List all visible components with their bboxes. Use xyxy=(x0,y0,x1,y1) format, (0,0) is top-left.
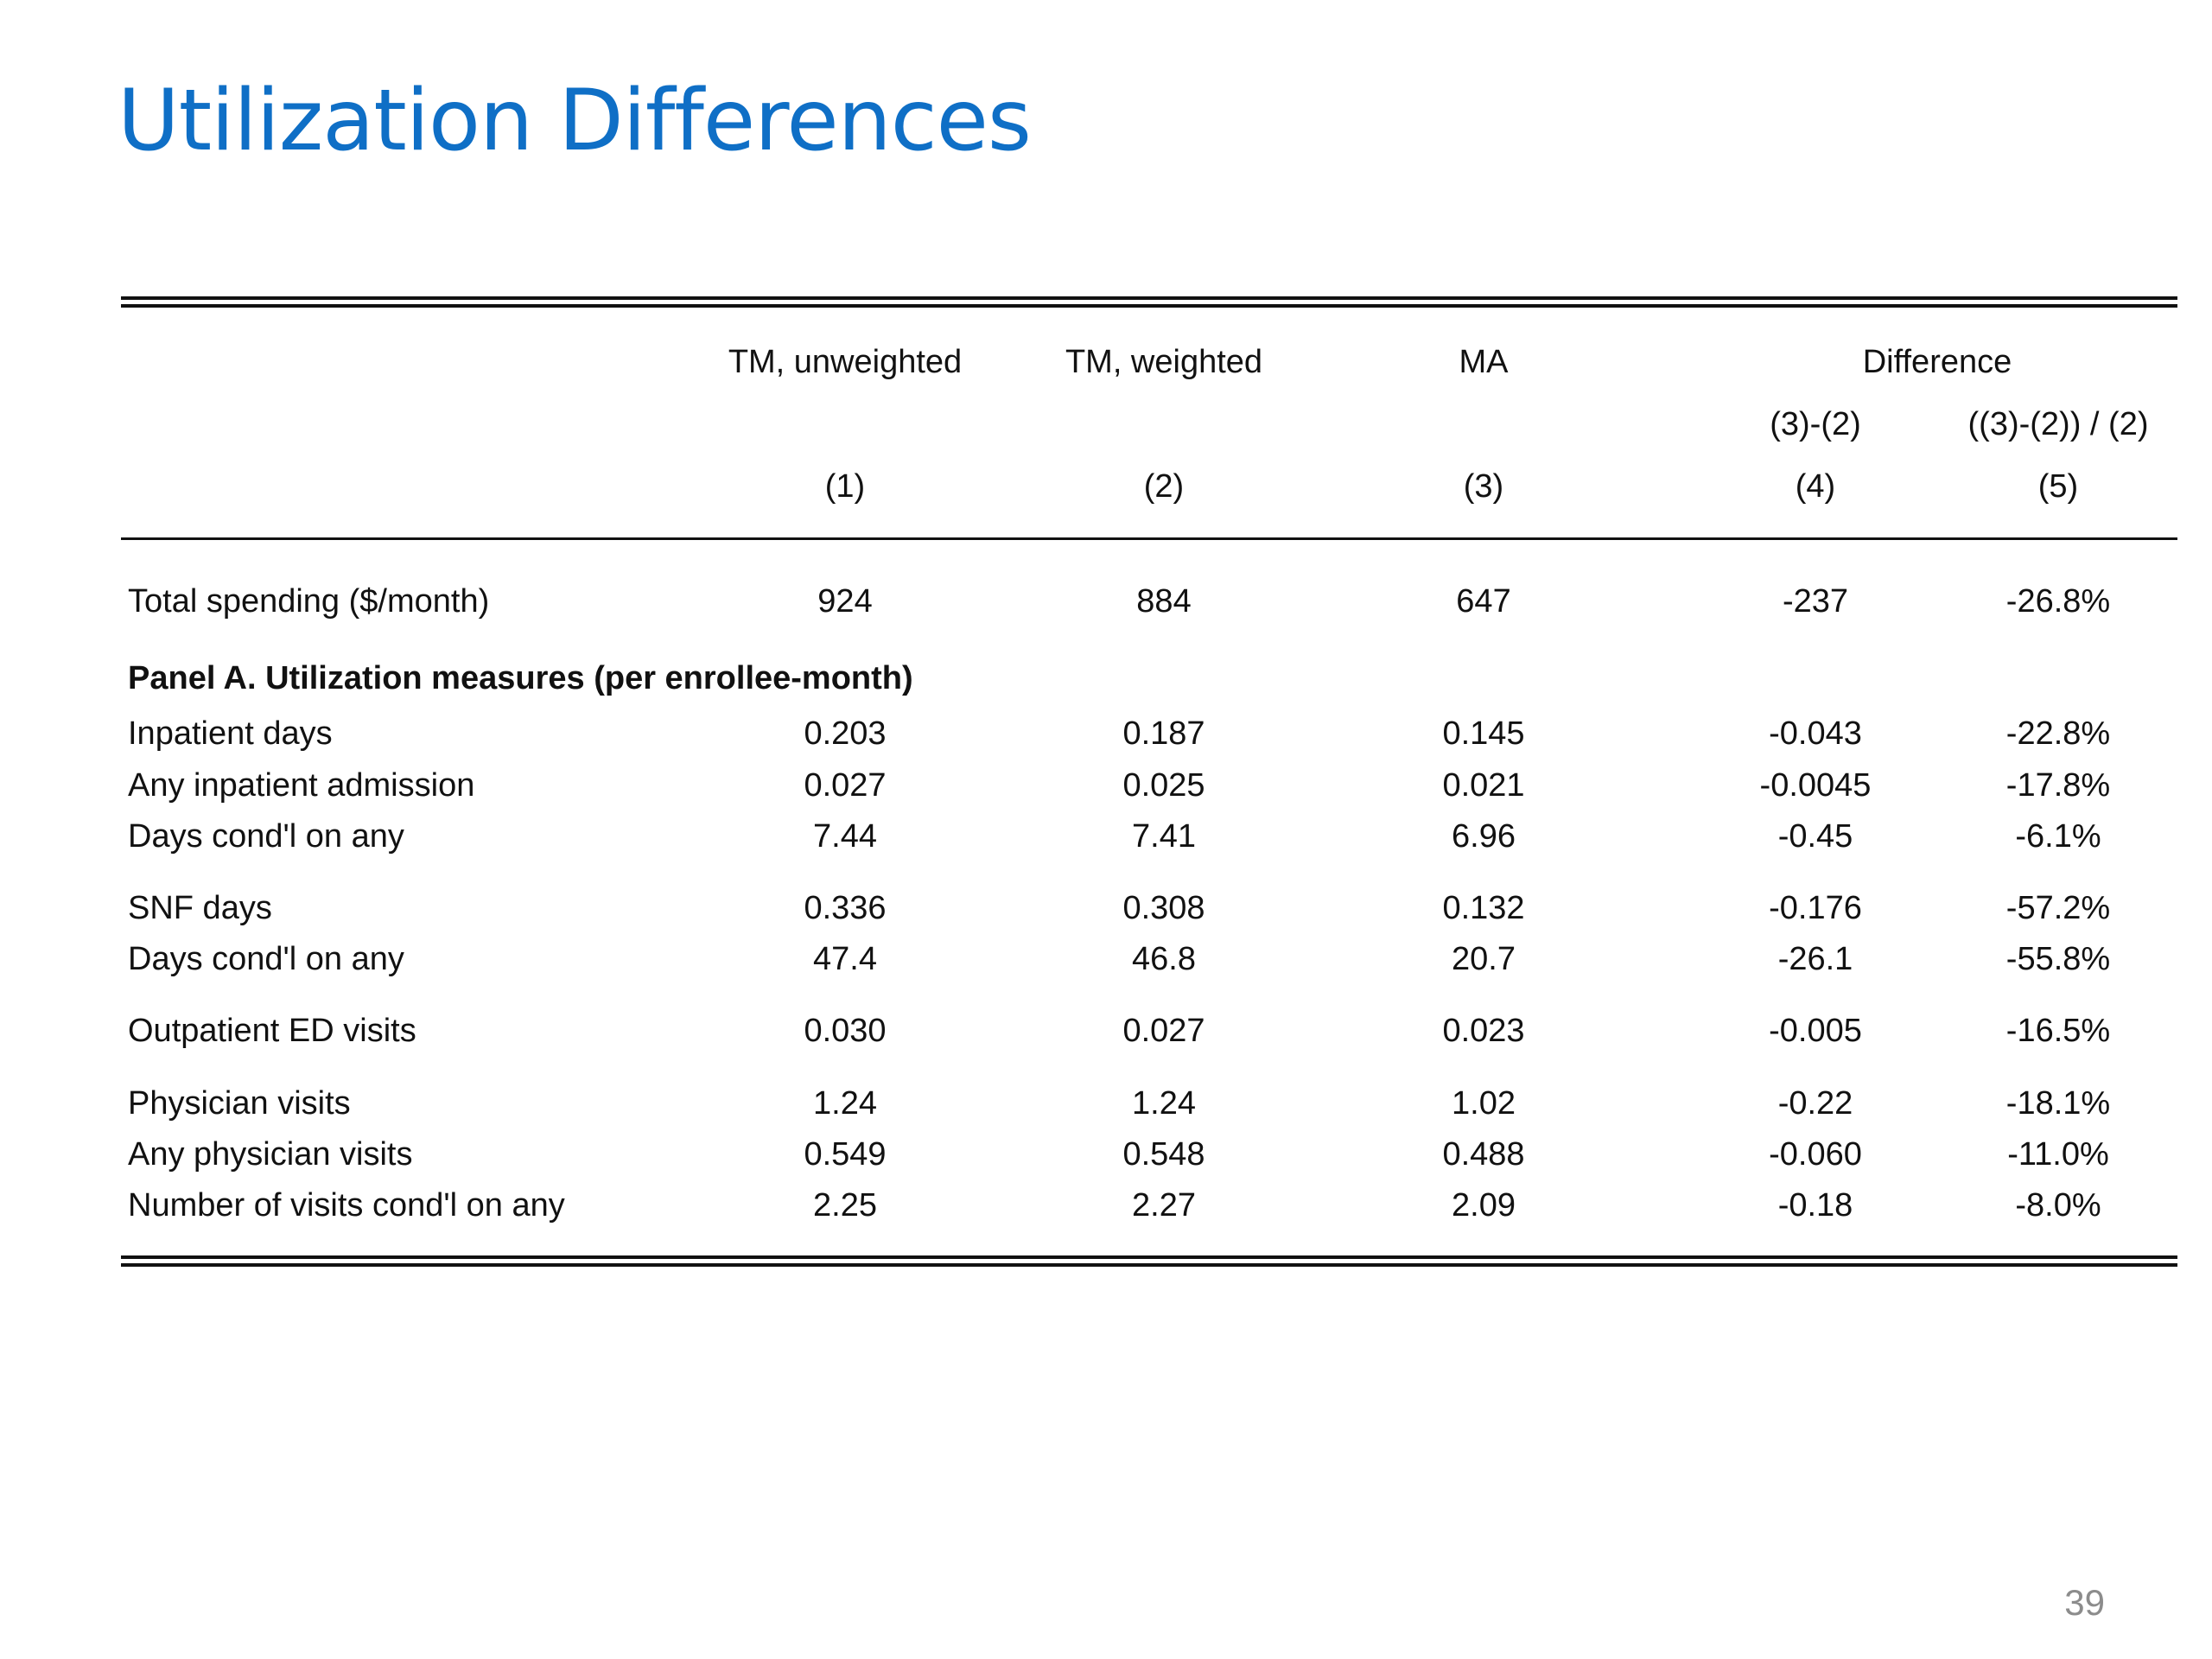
column-number-2: (2) xyxy=(1143,468,1185,505)
column-number-5: (5) xyxy=(2037,468,2079,505)
cell-col3: 0.145 xyxy=(1442,715,1525,752)
cell-col1: 0.203 xyxy=(804,715,887,752)
cell-col2: 0.187 xyxy=(1122,715,1205,752)
page-number: 39 xyxy=(2064,1582,2105,1623)
cell-col3: 20.7 xyxy=(1452,941,1516,977)
cell-col3: 647 xyxy=(1456,583,1511,620)
row-label: Number of visits cond'l on any xyxy=(128,1187,565,1224)
cell-col3: 2.09 xyxy=(1452,1187,1516,1224)
cell-col4: -0.005 xyxy=(1769,1013,1862,1049)
cell-col4: -0.0045 xyxy=(1759,767,1872,804)
cell-col2: 0.548 xyxy=(1122,1136,1205,1173)
row-label: Outpatient ED visits xyxy=(128,1013,416,1049)
slide-title: Utilization Differences xyxy=(118,72,1032,170)
cell-col5: -57.2% xyxy=(2005,890,2111,926)
cell-col1: 47.4 xyxy=(813,941,877,977)
cell-col5: -18.1% xyxy=(2005,1085,2111,1122)
cell-col5: -22.8% xyxy=(2005,715,2111,752)
row-label: Inpatient days xyxy=(128,715,333,752)
row-label: Days cond'l on any xyxy=(128,818,404,855)
cell-col4: -0.176 xyxy=(1769,890,1862,926)
cell-col5: -8.0% xyxy=(2015,1187,2101,1224)
cell-col1: 0.027 xyxy=(804,767,887,804)
cell-col4: -0.18 xyxy=(1777,1187,1853,1224)
table-top-rule xyxy=(121,296,2177,308)
cell-col2: 2.27 xyxy=(1132,1187,1196,1224)
cell-col3: 1.02 xyxy=(1452,1085,1516,1122)
row-label: Days cond'l on any xyxy=(128,941,404,977)
header-diff-absolute: (3)-(2) xyxy=(1770,406,1861,442)
cell-col3: 6.96 xyxy=(1452,818,1516,855)
cell-col2: 0.025 xyxy=(1122,767,1205,804)
cell-col3: 0.023 xyxy=(1442,1013,1525,1049)
cell-col1: 0.030 xyxy=(804,1013,887,1049)
cell-col3: 0.132 xyxy=(1442,890,1525,926)
cell-col1: 7.44 xyxy=(813,818,877,855)
cell-col2: 46.8 xyxy=(1132,941,1196,977)
row-label: Any inpatient admission xyxy=(128,767,475,804)
header-ma: MA xyxy=(1459,344,1509,380)
cell-col3: 0.488 xyxy=(1442,1136,1525,1173)
cell-col5: -16.5% xyxy=(2005,1013,2111,1049)
cell-col2: 0.308 xyxy=(1122,890,1205,926)
header-rule xyxy=(121,537,2177,540)
cell-col1: 0.336 xyxy=(804,890,887,926)
panel-a-heading: Panel A. Utilization measures (per enrol… xyxy=(128,660,913,696)
cell-col2: 884 xyxy=(1136,583,1192,620)
column-number-1: (1) xyxy=(824,468,866,505)
cell-col1: 2.25 xyxy=(813,1187,877,1224)
cell-col4: -0.45 xyxy=(1777,818,1853,855)
cell-col4: -237 xyxy=(1782,583,1849,620)
header-difference: Difference xyxy=(1862,344,2012,380)
cell-col5: -26.8% xyxy=(2005,583,2111,620)
header-tm-unweighted: TM, unweighted xyxy=(728,344,963,380)
cell-col4: -26.1 xyxy=(1777,941,1853,977)
header-diff-percent: ((3)-(2)) / (2) xyxy=(1967,406,2149,442)
cell-col3: 0.021 xyxy=(1442,767,1525,804)
row-label: Physician visits xyxy=(128,1085,351,1122)
row-label: SNF days xyxy=(128,890,272,926)
cell-col4: -0.22 xyxy=(1777,1085,1853,1122)
column-number-3: (3) xyxy=(1463,468,1504,505)
cell-col5: -6.1% xyxy=(2015,818,2101,855)
cell-col1: 924 xyxy=(817,583,873,620)
header-tm-weighted: TM, weighted xyxy=(1065,344,1263,380)
cell-col5: -11.0% xyxy=(2007,1136,2109,1173)
cell-col1: 1.24 xyxy=(813,1085,877,1122)
table-bottom-rule xyxy=(121,1255,2177,1267)
cell-col1: 0.549 xyxy=(804,1136,887,1173)
cell-col5: -55.8% xyxy=(2005,941,2111,977)
cell-col5: -17.8% xyxy=(2005,767,2111,804)
column-number-4: (4) xyxy=(1795,468,1836,505)
cell-col4: -0.060 xyxy=(1769,1136,1862,1173)
cell-col2: 0.027 xyxy=(1122,1013,1205,1049)
cell-col4: -0.043 xyxy=(1769,715,1862,752)
row-label: Any physician visits xyxy=(128,1136,413,1173)
cell-col2: 1.24 xyxy=(1132,1085,1196,1122)
row-label: Total spending ($/month) xyxy=(128,583,490,620)
cell-col2: 7.41 xyxy=(1132,818,1196,855)
